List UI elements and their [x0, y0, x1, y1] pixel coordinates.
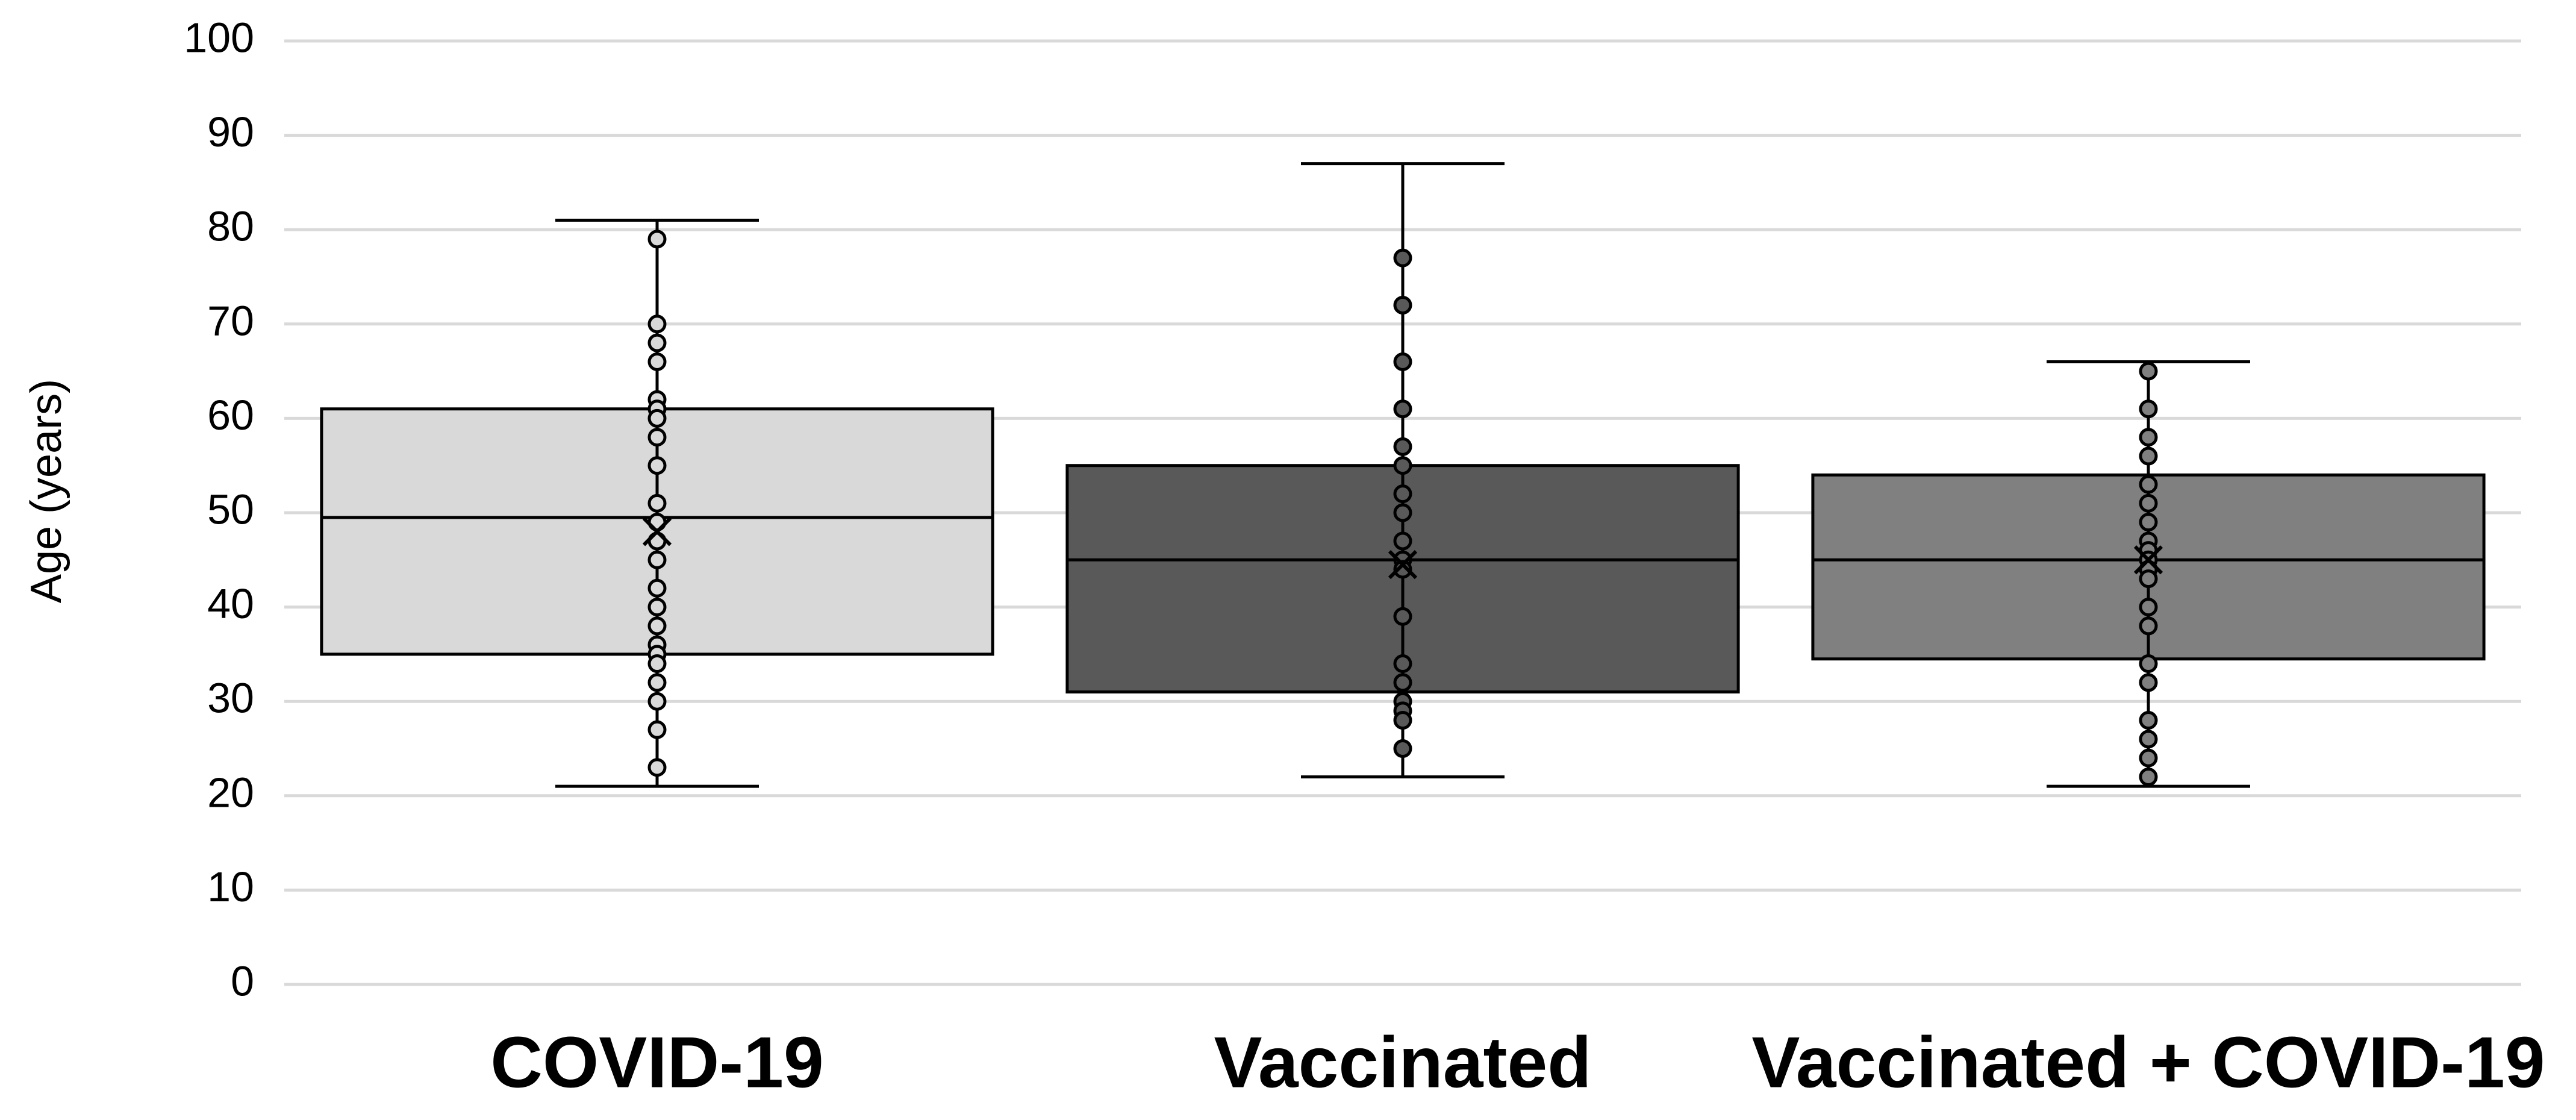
y-tick-label: 30 — [207, 675, 254, 722]
y-tick-label: 80 — [207, 203, 254, 250]
data-point — [1393, 503, 1412, 522]
data-point — [1393, 484, 1412, 504]
data-point — [1393, 711, 1412, 730]
data-point — [2139, 598, 2158, 617]
data-point — [1393, 560, 1412, 579]
y-tick-label: 60 — [207, 392, 254, 439]
data-point — [1393, 437, 1412, 456]
y-tick-label: 10 — [207, 863, 254, 910]
data-point — [1393, 739, 1412, 758]
y-tick-label: 100 — [184, 14, 254, 61]
x-tick-label: Vaccinated — [1214, 1022, 1591, 1103]
data-point — [647, 428, 667, 447]
data-point — [1393, 248, 1412, 267]
data-point — [647, 550, 667, 569]
data-point — [647, 654, 667, 674]
data-point — [1393, 352, 1412, 371]
data-point — [2139, 399, 2158, 419]
data-point — [1393, 399, 1412, 419]
data-point — [2139, 361, 2158, 381]
data-point — [2139, 428, 2158, 447]
data-point — [1393, 654, 1412, 674]
data-point — [647, 493, 667, 513]
data-point — [1393, 673, 1412, 692]
y-tick-label: 20 — [207, 769, 254, 816]
data-point — [647, 314, 667, 334]
data-point — [1393, 456, 1412, 475]
mean-marker — [2133, 545, 2163, 575]
y-tick-label: 50 — [207, 486, 254, 533]
y-tick-label: 70 — [207, 297, 254, 344]
y-tick-label: 40 — [207, 580, 254, 627]
data-point — [647, 720, 667, 739]
data-point — [2139, 513, 2158, 532]
data-point — [1393, 295, 1412, 314]
mean-marker — [642, 517, 672, 546]
data-point — [2139, 673, 2158, 692]
data-point — [647, 598, 667, 617]
data-point — [647, 456, 667, 475]
data-point — [2139, 748, 2158, 768]
data-point — [2139, 446, 2158, 466]
data-point — [647, 692, 667, 711]
data-point — [2139, 569, 2158, 589]
data-point — [647, 616, 667, 636]
y-tick-label: 90 — [207, 108, 254, 155]
data-point — [647, 758, 667, 777]
mean-marker — [1388, 550, 1418, 580]
data-point — [2139, 767, 2158, 786]
data-point — [1393, 607, 1412, 626]
data-point — [647, 230, 667, 249]
data-point — [647, 408, 667, 428]
x-tick-label: COVID-19 — [490, 1022, 823, 1103]
data-point — [2139, 711, 2158, 730]
data-point — [2139, 475, 2158, 494]
data-point — [647, 578, 667, 598]
data-point — [647, 333, 667, 352]
x-tick-label: Vaccinated + COVID-19 — [1751, 1022, 2545, 1103]
data-point — [647, 673, 667, 692]
data-point — [2139, 730, 2158, 749]
data-point — [647, 352, 667, 371]
y-axis-title: Age (years) — [22, 379, 70, 603]
y-tick-label: 0 — [231, 957, 254, 1004]
data-point — [2139, 654, 2158, 674]
data-point — [2139, 493, 2158, 513]
data-point — [2139, 616, 2158, 636]
data-point — [1393, 531, 1412, 551]
